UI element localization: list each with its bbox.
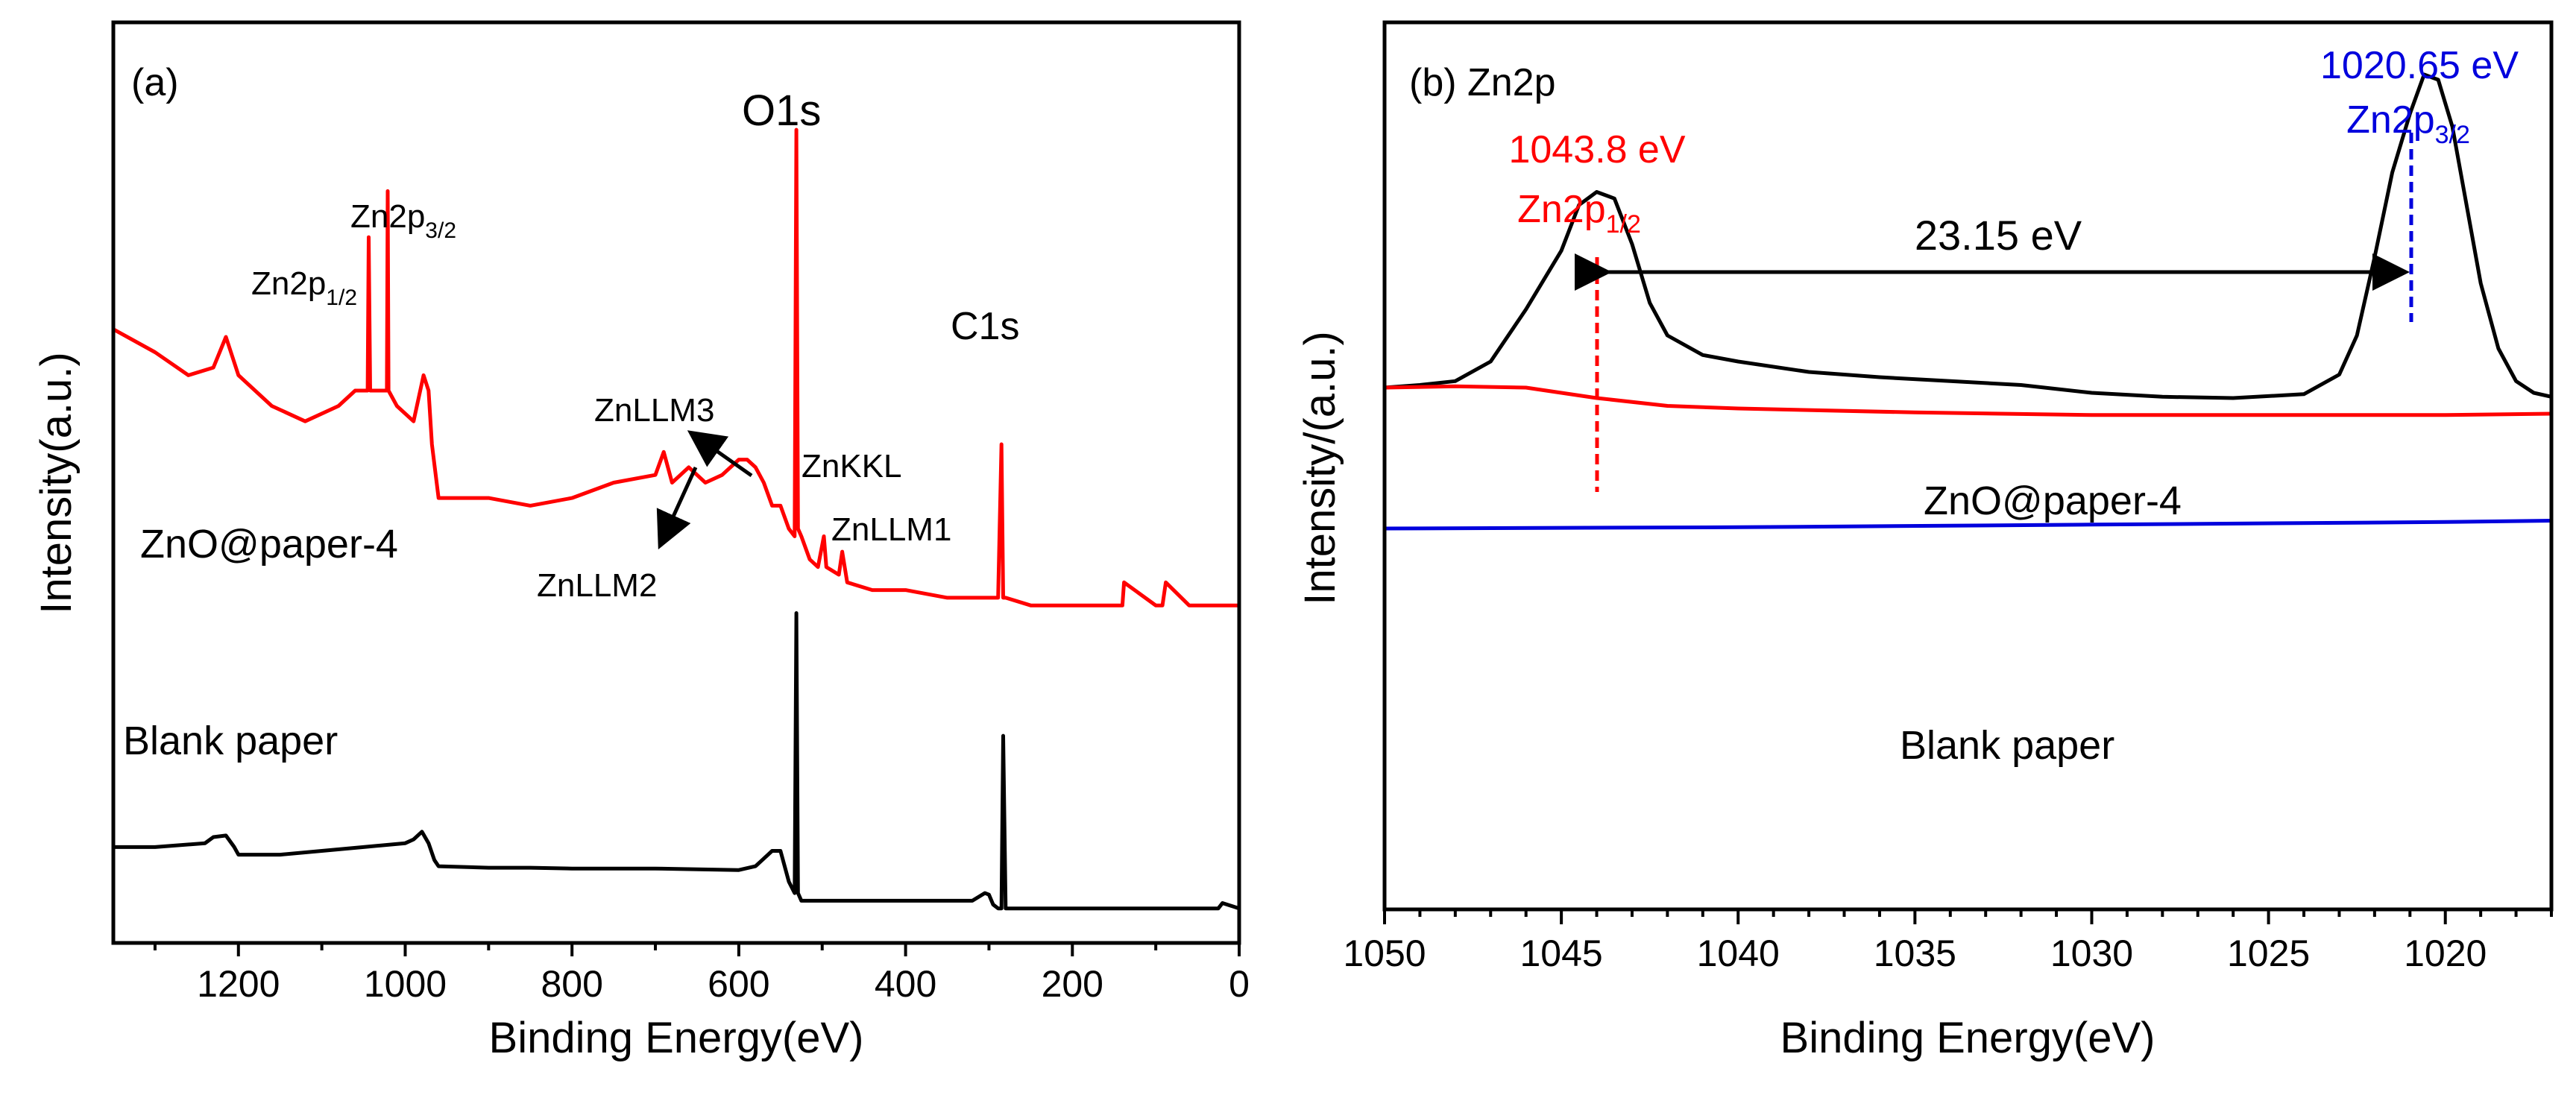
x-tick-label: 1025: [2227, 933, 2310, 974]
x-axis-title-a: Binding Energy(eV): [489, 1014, 864, 1062]
series-background-line-b: [1384, 384, 2552, 417]
series-zno-paper-line: [112, 127, 1239, 608]
peak-32-label: Zn2p3/2: [2346, 98, 2470, 149]
znllm3-label: ZnLLM3: [594, 392, 714, 429]
x-tick-label: 1020: [2404, 933, 2487, 974]
x-tick-label: 200: [1042, 963, 1103, 1005]
x-axis-title-b: Binding Energy(eV): [1780, 1014, 2155, 1062]
panel-label-b: (b) Zn2p: [1409, 61, 1556, 104]
x-tick-label: 1200: [197, 963, 280, 1005]
series-blank-paper-line-b: [1384, 519, 2552, 531]
x-tick-label: 600: [708, 963, 769, 1005]
plot-frame-b: [1382, 20, 2554, 912]
panel-b: 1050 1045 1040 1035 1030 1025 1020 (b) Zn2p 10…: [1296, 20, 2554, 1062]
o1s-label: O1s: [742, 86, 821, 135]
zno-paper-label-b: ZnO@paper-4: [1924, 479, 2182, 523]
c1s-label: C1s: [951, 305, 1019, 348]
panel-a: 1200 1000 800 600 400 200 0 (a) O1s C1s Zn2p3/…: [32, 20, 1250, 1062]
x-tick-label: 1030: [2050, 933, 2133, 974]
znkkl-label: ZnKKL: [802, 448, 902, 485]
zn2p12-label-a: Zn2p1/2: [251, 265, 357, 310]
znllm2-label: ZnLLM2: [537, 567, 657, 604]
x-tick-label: 1000: [364, 963, 447, 1005]
x-tick-label: 1040: [1697, 933, 1780, 974]
x-tick-label: 1045: [1520, 933, 1603, 974]
peak-12-value: 1043.8 eV: [1508, 128, 1685, 171]
x-axis-a: 1200 1000 800 600 400 200 0: [153, 943, 1250, 1005]
splitting-label: 23.15 eV: [1915, 212, 2082, 259]
y-axis-title-b: Intensity/(a.u.): [1296, 331, 1344, 605]
series-blank-paper-line: [113, 611, 1240, 911]
blank-paper-label-b: Blank paper: [1900, 723, 2114, 768]
x-axis-b: 1050 1045 1040 1035 1030 1025 1020: [1343, 909, 2553, 974]
plot-frame-a: [111, 20, 1241, 945]
peak-32-value: 1020.65 eV: [2320, 44, 2519, 87]
x-tick-label: 0: [1229, 963, 1250, 1005]
znllm2-arrow: [656, 466, 698, 550]
x-tick-label: 800: [541, 963, 602, 1005]
y-axis-title-a: Intensity(a.u.): [32, 352, 81, 613]
panel-label-a: (a): [131, 61, 179, 104]
x-tick-label: 1035: [1874, 933, 1956, 974]
peak-12-label: Zn2p1/2: [1517, 188, 1641, 239]
znllm1-label: ZnLLM1: [831, 511, 951, 548]
zno-paper-label-a: ZnO@paper-4: [140, 522, 398, 567]
x-tick-label: 1050: [1343, 933, 1426, 974]
x-tick-label: 400: [875, 963, 936, 1005]
blank-paper-label-a: Blank paper: [123, 719, 338, 763]
zn2p32-label-a: Zn2p3/2: [350, 198, 456, 243]
series-zno-paper-line-b: [1384, 72, 2552, 400]
znllm3-arrow: [687, 430, 753, 478]
